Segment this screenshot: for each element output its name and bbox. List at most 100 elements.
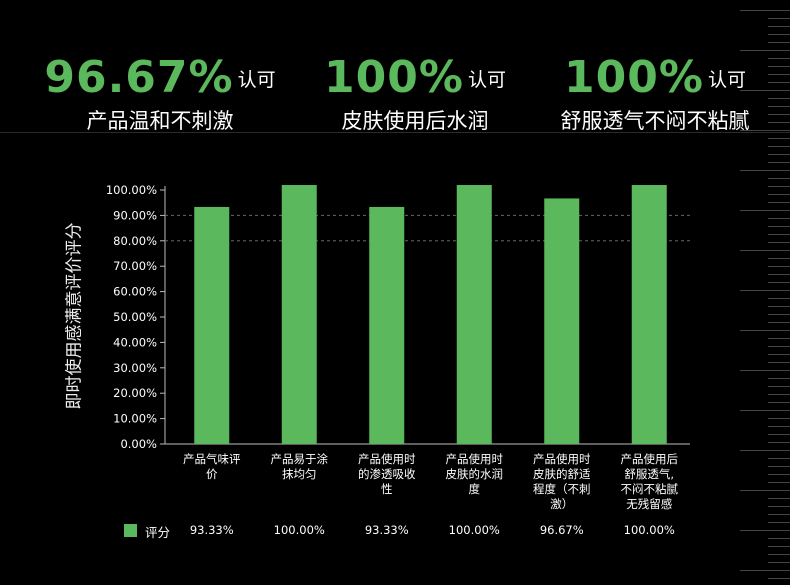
x-category-label-line: 皮肤的舒适 bbox=[533, 467, 591, 481]
ruler-tick bbox=[768, 82, 790, 83]
x-category-label-line: 舒服透气, bbox=[624, 467, 675, 481]
ruler-tick bbox=[768, 458, 790, 459]
ruler-tick bbox=[768, 194, 790, 195]
ruler-tick bbox=[768, 466, 790, 467]
x-category-label: 产品使用时 的渗透吸收性 bbox=[355, 452, 419, 497]
ruler-tick bbox=[768, 58, 790, 59]
y-tick-label: 20.00% bbox=[113, 386, 157, 400]
ruler-tick bbox=[740, 10, 790, 11]
bar bbox=[544, 198, 580, 444]
ruler-tick bbox=[768, 18, 790, 19]
ruler-tick bbox=[740, 410, 790, 411]
ruler-tick bbox=[740, 330, 790, 331]
ruler-tick bbox=[768, 506, 790, 507]
bar bbox=[194, 206, 230, 444]
ruler-tick bbox=[768, 402, 790, 403]
ruler-tick bbox=[768, 386, 790, 387]
x-category-label-line: 产品使用时 bbox=[445, 452, 504, 466]
x-category-label-line: 的渗透吸收 bbox=[358, 467, 416, 481]
ruler-tick bbox=[768, 554, 790, 555]
ruler-tick bbox=[768, 234, 790, 235]
decorative-ruler bbox=[730, 0, 790, 585]
ruler-tick bbox=[768, 218, 790, 219]
stat-card-breathable: 100% 认可 舒服透气不闷不粘腻 bbox=[535, 52, 775, 135]
ruler-tick bbox=[768, 306, 790, 307]
ruler-tick bbox=[768, 282, 790, 283]
x-category-label-line: 程度（不刺 bbox=[533, 482, 591, 496]
stat-caption: 舒服透气不闷不粘腻 bbox=[560, 109, 750, 133]
ruler-tick bbox=[768, 146, 790, 147]
ruler-tick bbox=[768, 362, 790, 363]
ruler-tick bbox=[768, 418, 790, 419]
stat-unit: 认可 bbox=[467, 69, 506, 91]
ruler-tick bbox=[768, 578, 790, 579]
bar bbox=[369, 206, 405, 444]
ruler-tick bbox=[768, 298, 790, 299]
ruler-tick bbox=[740, 250, 790, 251]
x-category-label: 产品易于涂 抹均匀 bbox=[267, 452, 331, 482]
stat-card-moisture: 100% 认可 皮肤使用后水润 bbox=[295, 52, 535, 135]
y-tick-label: 90.00% bbox=[113, 208, 157, 222]
ruler-tick bbox=[768, 98, 790, 99]
ruler-tick bbox=[768, 314, 790, 315]
ruler-tick bbox=[768, 26, 790, 27]
y-tick-label: 100.00% bbox=[106, 183, 157, 197]
y-tick-label: 50.00% bbox=[113, 310, 157, 324]
ruler-tick bbox=[768, 162, 790, 163]
x-category-label-line: 激） bbox=[550, 497, 574, 511]
data-value-label: 93.33% bbox=[364, 523, 409, 537]
ruler-tick bbox=[740, 450, 790, 451]
ruler-tick bbox=[768, 106, 790, 107]
x-category-label-line: 皮肤的水润 bbox=[445, 467, 504, 481]
ruler-tick bbox=[768, 346, 790, 347]
ruler-tick bbox=[768, 442, 790, 443]
stat-value: 100% bbox=[564, 52, 704, 103]
stat-caption: 产品温和不刺激 bbox=[86, 109, 234, 133]
x-category-label-line: 产品易于涂 bbox=[270, 452, 329, 466]
ruler-tick bbox=[740, 50, 790, 51]
x-category-label: 产品气味评价 bbox=[180, 452, 244, 482]
stat-value: 96.67% bbox=[44, 52, 234, 103]
stat-unit: 认可 bbox=[707, 69, 746, 91]
y-tick-label: 40.00% bbox=[113, 335, 157, 349]
data-value-label: 100.00% bbox=[623, 523, 675, 537]
ruler-tick bbox=[768, 138, 790, 139]
ruler-tick bbox=[768, 538, 790, 539]
x-category-label-line: 产品气味评 bbox=[183, 452, 241, 466]
legend-label: 评分 bbox=[145, 525, 171, 540]
y-tick-label: 0.00% bbox=[120, 437, 157, 451]
stat-unit: 认可 bbox=[237, 69, 276, 91]
ruler-tick bbox=[768, 274, 790, 275]
data-value-label: 96.67% bbox=[539, 523, 584, 537]
x-category-label-line: 产品使用后 bbox=[620, 452, 679, 466]
ruler-tick bbox=[768, 154, 790, 155]
ruler-tick bbox=[768, 514, 790, 515]
y-tick-label: 60.00% bbox=[113, 285, 157, 299]
ruler-tick bbox=[768, 322, 790, 323]
ruler-tick bbox=[768, 482, 790, 483]
ruler-tick bbox=[740, 170, 790, 171]
x-category-label-line: 产品使用时 bbox=[533, 452, 591, 466]
x-category-label-line: 不闷不粘腻 bbox=[620, 482, 679, 496]
ruler-tick bbox=[768, 114, 790, 115]
y-tick-label: 30.00% bbox=[113, 361, 157, 375]
stat-value: 100% bbox=[324, 52, 464, 103]
ruler-tick bbox=[768, 186, 790, 187]
ruler-tick bbox=[768, 394, 790, 395]
x-category-label: 产品使用时 皮肤的水润度 bbox=[442, 452, 506, 497]
ruler-tick bbox=[768, 42, 790, 43]
ruler-tick bbox=[740, 90, 790, 91]
ruler-tick bbox=[768, 74, 790, 75]
x-category-label: 产品使用后 舒服透气, 不闷不粘腻 无残留感 bbox=[617, 452, 681, 512]
y-tick-label: 80.00% bbox=[113, 234, 157, 248]
ruler-tick bbox=[740, 530, 790, 531]
ruler-tick bbox=[768, 546, 790, 547]
x-category-label-line: 产品使用时 bbox=[358, 452, 416, 466]
y-tick-label: 10.00% bbox=[113, 412, 157, 426]
ruler-tick bbox=[768, 258, 790, 259]
data-value-label: 93.33% bbox=[189, 523, 234, 537]
ruler-tick bbox=[740, 290, 790, 291]
data-value-label: 100.00% bbox=[273, 523, 325, 537]
data-value-label: 100.00% bbox=[448, 523, 500, 537]
